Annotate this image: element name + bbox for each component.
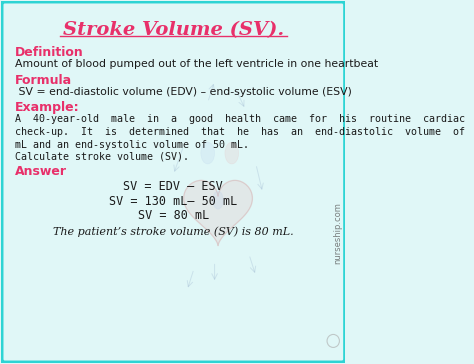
Ellipse shape: [225, 142, 239, 164]
Ellipse shape: [201, 142, 215, 164]
Text: Example:: Example:: [15, 102, 80, 114]
Text: A  40-year-old  male  in  a  good  health  came  for  his  routine  cardiac: A 40-year-old male in a good health came…: [15, 114, 465, 124]
Text: SV = EDV – ESV: SV = EDV – ESV: [123, 180, 223, 193]
Ellipse shape: [213, 191, 223, 209]
Text: check-up.  It  is  determined  that  he  has  an  end-diastolic  volume  of  130: check-up. It is determined that he has a…: [15, 127, 474, 137]
Text: SV = end-diastolic volume (EDV) – end-systolic volume (ESV): SV = end-diastolic volume (EDV) – end-sy…: [15, 87, 352, 97]
Text: mL and an end-systolic volume of 50 mL.: mL and an end-systolic volume of 50 mL.: [15, 140, 249, 150]
Polygon shape: [183, 181, 253, 246]
Text: Formula: Formula: [15, 74, 72, 87]
Text: Stroke Volume (SV).: Stroke Volume (SV).: [63, 21, 284, 39]
Text: Calculate stroke volume (SV).: Calculate stroke volume (SV).: [15, 151, 189, 161]
Text: The patient’s stroke volume (SV) is 80 mL.: The patient’s stroke volume (SV) is 80 m…: [53, 226, 293, 237]
Text: SV = 80 mL: SV = 80 mL: [138, 209, 209, 222]
Text: nurseship.com: nurseship.com: [333, 202, 342, 264]
FancyBboxPatch shape: [1, 1, 345, 363]
Text: Definition: Definition: [15, 46, 84, 59]
Text: Answer: Answer: [15, 165, 67, 178]
Text: SV = 130 mL– 50 mL: SV = 130 mL– 50 mL: [109, 195, 237, 207]
Text: Amount of blood pumped out of the left ventricle in one heartbeat: Amount of blood pumped out of the left v…: [15, 59, 378, 69]
